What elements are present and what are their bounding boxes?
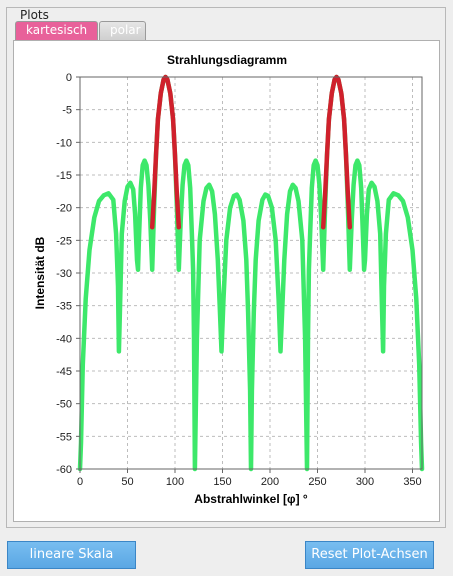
x-tick-label: 350 — [403, 476, 421, 488]
y-tick-label: -60 — [56, 464, 72, 476]
y-tick-label: -15 — [56, 170, 72, 182]
x-tick-label: 100 — [166, 476, 184, 488]
x-axis-label: Abstrahlwinkel [φ] ° — [194, 492, 308, 506]
y-tick-label: -50 — [56, 399, 72, 411]
x-tick-label: 0 — [77, 476, 83, 488]
radiation-chart: Strahlungsdiagramm 0 50 100 150 200 250 300 350… — [14, 41, 439, 521]
y-tick-label: -40 — [56, 333, 72, 345]
plot-panel: Strahlungsdiagramm 0 50 100 150 200 250 300 350… — [13, 40, 440, 522]
x-tick-label: 300 — [356, 476, 374, 488]
x-tick-label: 200 — [261, 476, 279, 488]
y-tick-label: -35 — [56, 301, 72, 313]
y-tick-label: -20 — [56, 203, 72, 215]
x-tick-label: 250 — [308, 476, 326, 488]
plots-group: Plots — [6, 7, 446, 528]
tab-polar[interactable]: polar — [99, 21, 146, 40]
y-tick-label: -45 — [56, 366, 72, 378]
linear-scale-button[interactable]: lineare Skala — [7, 541, 136, 569]
tick-layer: 0 50 100 150 200 250 300 350 0 -5 -10 -15 -20 -25 -30 -… — [56, 72, 422, 488]
y-tick-label: -5 — [62, 105, 72, 117]
chart-title: Strahlungsdiagramm — [167, 53, 287, 67]
y-tick-label: -55 — [56, 431, 72, 443]
tab-kartesisch[interactable]: kartesisch — [15, 21, 98, 40]
y-tick-label: 0 — [66, 72, 72, 84]
y-tick-label: -10 — [56, 137, 72, 149]
plots-group-title: Plots — [17, 8, 52, 22]
reset-plot-axes-button[interactable]: Reset Plot-Achsen — [305, 541, 434, 569]
x-tick-label: 150 — [213, 476, 231, 488]
y-axis-label: Intensität dB — [33, 236, 47, 309]
y-tick-label: -25 — [56, 235, 72, 247]
x-tick-label: 50 — [121, 476, 133, 488]
y-tick-label: -30 — [56, 268, 72, 280]
